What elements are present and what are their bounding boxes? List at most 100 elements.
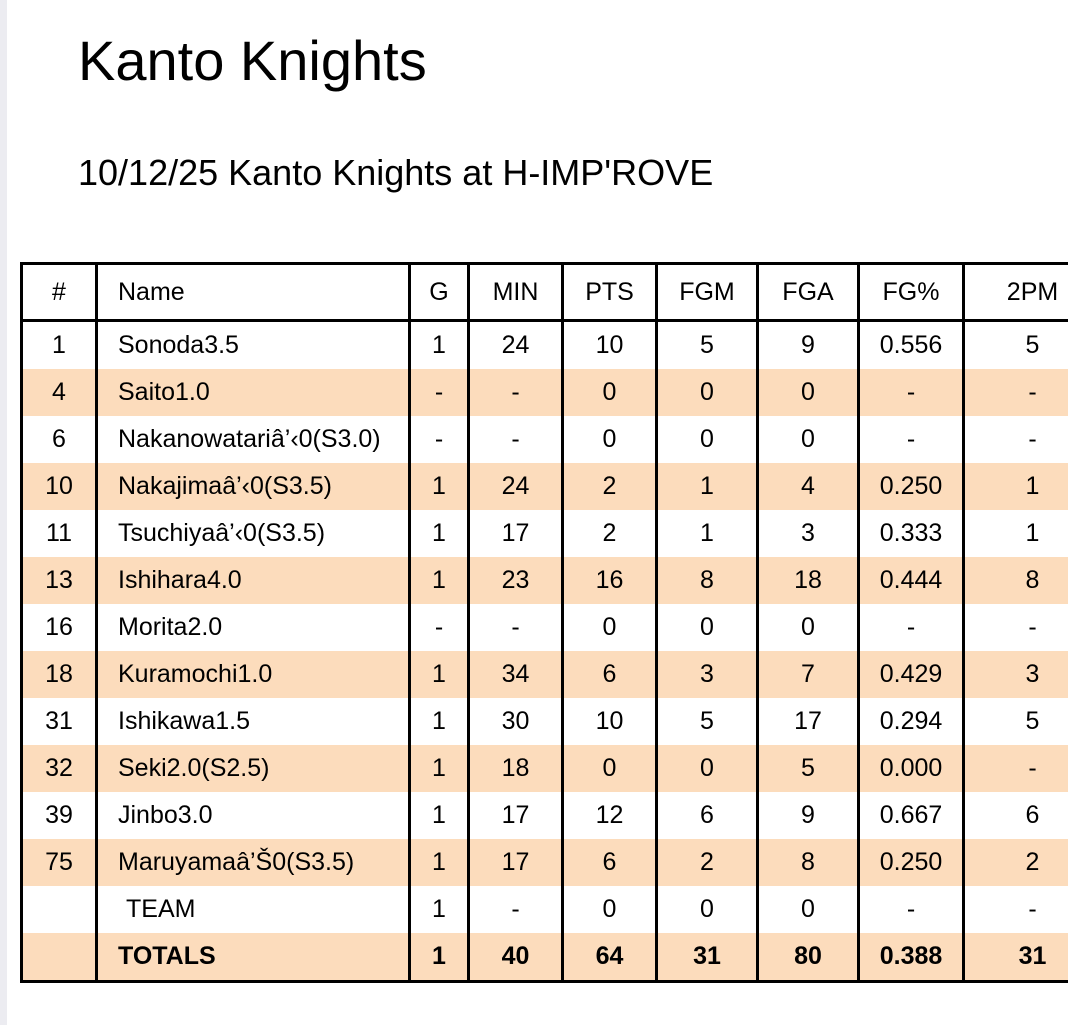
column-header-points: PTS <box>562 262 658 322</box>
cell-games: 1 <box>409 698 470 745</box>
cell-fgm: 0 <box>656 745 759 792</box>
cell-name: Seki2.0(S2.5) <box>96 745 411 792</box>
cell-name: Morita2.0 <box>96 604 411 651</box>
cell-fg-pct: 0.250 <box>858 463 965 510</box>
table-row: 11 Tsuchiyaâ’‹0(S3.5) 1 17 2 1 3 0.333 1 <box>20 510 1068 557</box>
cell-2pm: - <box>963 886 1068 933</box>
cell-games: 1 <box>409 792 470 839</box>
cell-fga: 8 <box>757 839 860 886</box>
cell-fgm: 0 <box>656 886 759 933</box>
cell-points: 0 <box>562 416 658 463</box>
cell-fgm: 3 <box>656 651 759 698</box>
column-header-fga: FGA <box>757 262 860 322</box>
cell-minutes: 24 <box>468 320 564 369</box>
cell-fgm: 5 <box>656 320 759 369</box>
cell-name: Saito1.0 <box>96 369 411 416</box>
cell-minutes: 18 <box>468 745 564 792</box>
cell-2pm: - <box>963 745 1068 792</box>
cell-games: 1 <box>409 651 470 698</box>
cell-points: 10 <box>562 698 658 745</box>
cell-fg-pct: 0.556 <box>858 320 965 369</box>
cell-fga: 5 <box>757 745 860 792</box>
cell-fgm: 8 <box>656 557 759 604</box>
cell-fgm: 2 <box>656 839 759 886</box>
column-header-fgm: FGM <box>656 262 759 322</box>
cell-name: Ishikawa1.5 <box>96 698 411 745</box>
cell-minutes: 30 <box>468 698 564 745</box>
cell-name: TOTALS <box>96 933 411 983</box>
table-row: 75 Maruyamaâ’Š0(S3.5) 1 17 6 2 8 0.250 2 <box>20 839 1068 886</box>
cell-name: TEAM <box>96 886 411 933</box>
cell-fg-pct: 0.667 <box>858 792 965 839</box>
table-row: 13 Ishihara4.0 1 23 16 8 18 0.444 8 <box>20 557 1068 604</box>
cell-points: 16 <box>562 557 658 604</box>
cell-fg-pct: - <box>858 369 965 416</box>
cell-fgm: 6 <box>656 792 759 839</box>
cell-name: Kuramochi1.0 <box>96 651 411 698</box>
cell-number: 32 <box>20 745 98 792</box>
cell-fga: 9 <box>757 320 860 369</box>
cell-minutes: - <box>468 886 564 933</box>
cell-minutes: - <box>468 416 564 463</box>
cell-fgm: 31 <box>656 933 759 983</box>
table-row: 6 Nakanowatariâ’‹0(S3.0) - - 0 0 0 - - <box>20 416 1068 463</box>
cell-minutes: 17 <box>468 510 564 557</box>
cell-games: 1 <box>409 933 470 983</box>
cell-number <box>20 933 98 983</box>
cell-games: 1 <box>409 745 470 792</box>
cell-points: 2 <box>562 510 658 557</box>
cell-2pm: - <box>963 369 1068 416</box>
cell-minutes: - <box>468 369 564 416</box>
cell-fg-pct: 0.000 <box>858 745 965 792</box>
cell-2pm: 5 <box>963 320 1068 369</box>
box-score-table-container: # Name G MIN PTS FGM FGA FG% 2PM 1 Sonod… <box>20 262 1068 998</box>
cell-number: 6 <box>20 416 98 463</box>
cell-fga: 7 <box>757 651 860 698</box>
game-subtitle: 10/12/25 Kanto Knights at H-IMP'ROVE <box>78 152 714 193</box>
table-row: 4 Saito1.0 - - 0 0 0 - - <box>20 369 1068 416</box>
cell-number: 1 <box>20 320 98 369</box>
cell-name: Ishihara4.0 <box>96 557 411 604</box>
cell-minutes: 40 <box>468 933 564 983</box>
cell-name: Sonoda3.5 <box>96 320 411 369</box>
cell-games: 1 <box>409 557 470 604</box>
cell-fgm: 0 <box>656 416 759 463</box>
cell-fga: 0 <box>757 604 860 651</box>
cell-fga: 3 <box>757 510 860 557</box>
cell-fg-pct: 0.250 <box>858 839 965 886</box>
column-header-number: # <box>20 262 98 322</box>
column-header-name: Name <box>96 262 411 322</box>
column-header-minutes: MIN <box>468 262 564 322</box>
cell-fgm: 0 <box>656 369 759 416</box>
cell-points: 12 <box>562 792 658 839</box>
cell-games: - <box>409 604 470 651</box>
table-row: 10 Nakajimaâ’‹0(S3.5) 1 24 2 1 4 0.250 1 <box>20 463 1068 510</box>
table-row: 1 Sonoda3.5 1 24 10 5 9 0.556 5 <box>20 320 1068 369</box>
column-header-2pm: 2PM <box>963 262 1068 322</box>
box-score-table: # Name G MIN PTS FGM FGA FG% 2PM 1 Sonod… <box>20 262 1068 983</box>
cell-number: 39 <box>20 792 98 839</box>
cell-number: 11 <box>20 510 98 557</box>
cell-minutes: 24 <box>468 463 564 510</box>
cell-points: 0 <box>562 886 658 933</box>
cell-fgm: 5 <box>656 698 759 745</box>
table-row: 32 Seki2.0(S2.5) 1 18 0 0 5 0.000 - <box>20 745 1068 792</box>
cell-minutes: 17 <box>468 839 564 886</box>
cell-minutes: 17 <box>468 792 564 839</box>
cell-2pm: 1 <box>963 463 1068 510</box>
cell-2pm: 2 <box>963 839 1068 886</box>
cell-points: 0 <box>562 604 658 651</box>
cell-fga: 18 <box>757 557 860 604</box>
cell-points: 2 <box>562 463 658 510</box>
cell-fga: 80 <box>757 933 860 983</box>
cell-fg-pct: - <box>858 886 965 933</box>
table-row: 18 Kuramochi1.0 1 34 6 3 7 0.429 3 <box>20 651 1068 698</box>
cell-number: 16 <box>20 604 98 651</box>
cell-number: 4 <box>20 369 98 416</box>
cell-name: Nakajimaâ’‹0(S3.5) <box>96 463 411 510</box>
cell-2pm: 5 <box>963 698 1068 745</box>
cell-2pm: - <box>963 416 1068 463</box>
cell-2pm: 6 <box>963 792 1068 839</box>
table-row: 16 Morita2.0 - - 0 0 0 - - <box>20 604 1068 651</box>
cell-name: Jinbo3.0 <box>96 792 411 839</box>
